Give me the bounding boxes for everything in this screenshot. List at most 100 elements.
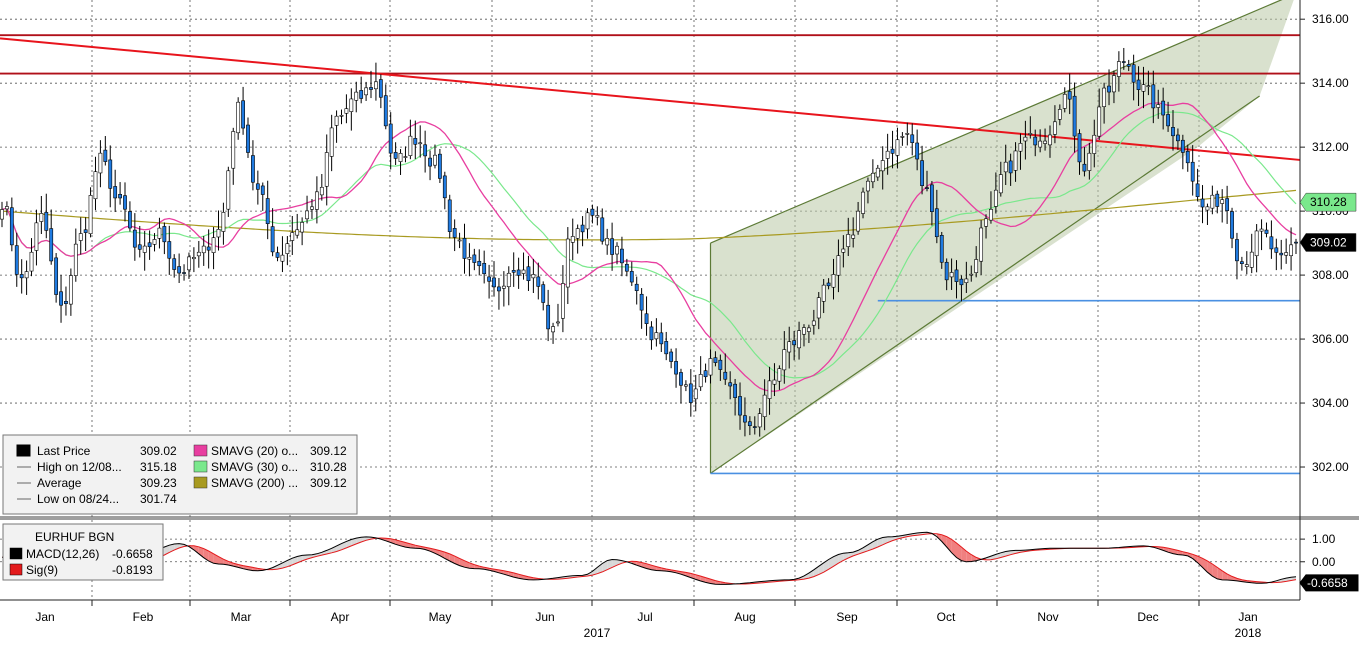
legend-value: 315.18	[140, 460, 177, 474]
candle-body	[1270, 237, 1273, 249]
candle-body	[861, 192, 864, 213]
month-label: Jun	[535, 610, 554, 624]
candle-body	[30, 252, 33, 271]
candle-body	[1014, 151, 1017, 170]
candle-body	[168, 242, 171, 259]
candle-body	[881, 160, 884, 170]
candle-body	[1245, 265, 1248, 267]
candle-body	[315, 192, 318, 210]
candle-body	[345, 109, 348, 114]
candle-body	[74, 244, 77, 275]
candle-body	[984, 219, 987, 227]
candle-body	[920, 161, 923, 186]
candle-body	[182, 273, 185, 274]
month-label: Oct	[937, 610, 956, 624]
price-tag: 310.28	[1300, 193, 1356, 211]
candle-body	[325, 153, 328, 187]
candle-body	[852, 235, 855, 238]
candle-body	[793, 341, 796, 345]
candle-body	[556, 322, 559, 323]
candle-body	[128, 212, 131, 228]
month-label: Jul	[637, 610, 652, 624]
candle-body	[807, 328, 810, 332]
candle-body	[719, 360, 722, 369]
candle-body	[601, 218, 604, 241]
candle-body	[310, 207, 313, 209]
candle-body	[596, 215, 599, 217]
candle-body	[217, 229, 220, 237]
month-label: Sep	[836, 610, 858, 624]
candle-body	[522, 270, 525, 274]
candle-body	[360, 90, 363, 98]
candle-body	[1157, 105, 1160, 108]
candle-body	[812, 321, 815, 325]
candle-body	[438, 154, 441, 178]
month-label: Apr	[331, 610, 350, 624]
candle-body	[1093, 135, 1096, 153]
macd-legend-label: Sig(9)	[26, 563, 58, 577]
candle-body	[478, 261, 481, 265]
candle-body	[424, 145, 427, 156]
candle-body	[419, 143, 422, 144]
candle-body	[1034, 137, 1037, 145]
candle-body	[620, 249, 623, 263]
candle-body	[1265, 230, 1268, 233]
candle-body	[1186, 151, 1189, 162]
candle-body	[271, 227, 274, 252]
price-tick-label: 308.00	[1312, 268, 1349, 282]
candle-body	[586, 213, 589, 229]
candle-body	[212, 238, 215, 253]
candle-body	[738, 396, 741, 415]
candle-body	[768, 381, 771, 399]
legend-value: 309.23	[140, 476, 177, 490]
candle-body	[714, 358, 717, 363]
candle-body	[492, 278, 495, 287]
candle-body	[965, 279, 968, 283]
price-tag: 309.02	[1300, 233, 1356, 251]
legend-label: Last Price	[37, 444, 91, 458]
ma-legend-label: SMAVG (20) o...	[211, 444, 298, 458]
candle-body	[753, 427, 756, 428]
candle-body	[955, 270, 958, 282]
candle-body	[1147, 86, 1150, 87]
candle-body	[1039, 141, 1042, 147]
candle-body	[734, 384, 737, 397]
candle-body	[832, 274, 835, 287]
candle-body	[684, 385, 687, 386]
candle-body	[276, 253, 279, 258]
candle-body	[123, 196, 126, 210]
candle-body	[670, 352, 673, 361]
candle-body	[320, 187, 323, 195]
candle-body	[906, 133, 909, 134]
macd-legend-swatch	[10, 548, 22, 559]
candle-body	[842, 249, 845, 252]
candle-body	[1152, 85, 1155, 108]
candle-body	[1053, 122, 1056, 135]
candle-body	[802, 328, 805, 335]
candle-body	[118, 194, 121, 198]
candle-body	[857, 211, 860, 231]
candle-body	[266, 198, 269, 223]
candle-body	[369, 87, 372, 89]
candle-body	[1009, 161, 1012, 173]
month-label: Nov	[1037, 610, 1058, 624]
candle-body	[281, 255, 284, 261]
price-tick-label: 302.00	[1312, 460, 1349, 474]
candle-body	[778, 369, 781, 382]
candle-body	[758, 414, 761, 427]
ma-legend-label: SMAVG (200) ...	[211, 476, 298, 490]
month-label: Mar	[231, 610, 252, 624]
candle-body	[1176, 135, 1179, 141]
candle-body	[84, 230, 87, 233]
candle-body	[886, 151, 889, 158]
ma-legend-value: 309.12	[310, 476, 347, 490]
month-label: Feb	[133, 610, 154, 624]
candle-body	[935, 209, 938, 237]
candle-body	[163, 226, 166, 241]
candle-body	[989, 209, 992, 220]
candle-body	[507, 273, 510, 286]
ma-legend-value: 310.28	[310, 460, 347, 474]
candle-body	[384, 96, 387, 126]
macd-legend-title: EURHUF BGN	[35, 530, 114, 544]
candle-body	[1024, 137, 1027, 141]
